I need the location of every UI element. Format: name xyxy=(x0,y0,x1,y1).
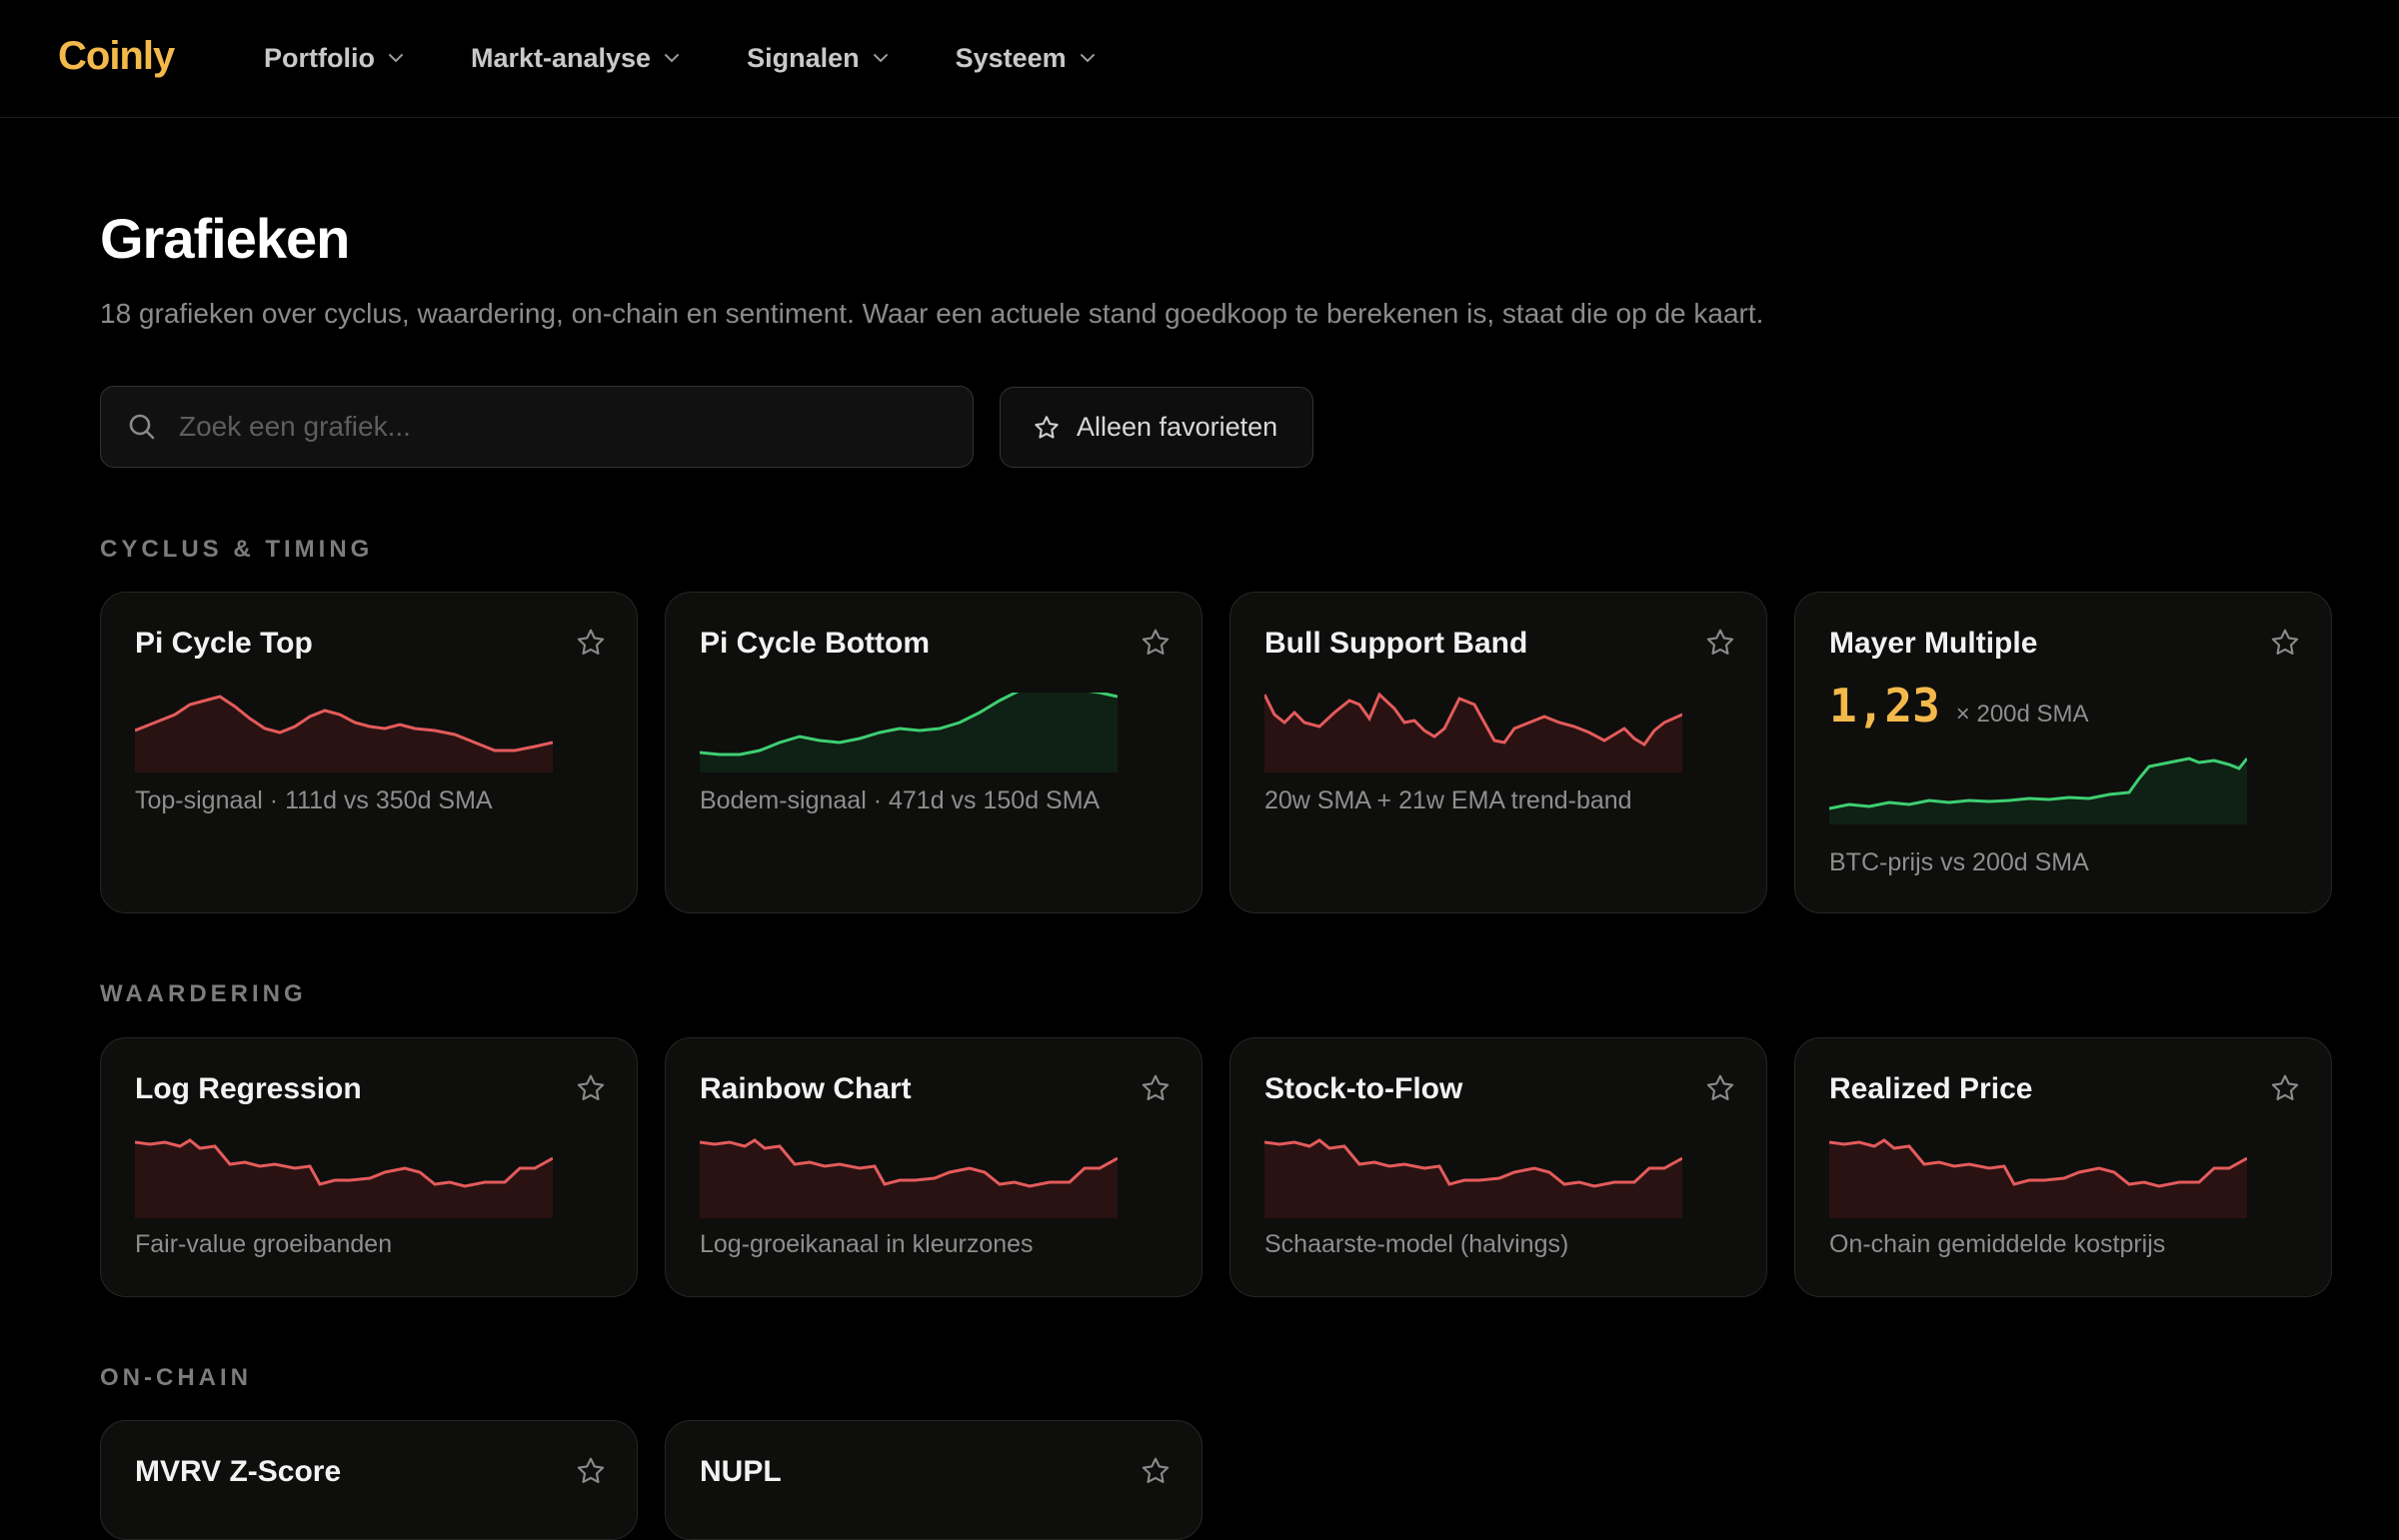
card-title: Rainbow Chart xyxy=(700,1072,912,1105)
sparkline-red xyxy=(1264,693,1682,772)
card-description: Schaarste-model (halvings) xyxy=(1264,1230,1569,1258)
search-box xyxy=(100,386,974,468)
chart-card-nupl[interactable]: NUPL xyxy=(665,1420,1202,1540)
favorite-star-icon[interactable] xyxy=(1704,1072,1736,1104)
section-label-waardering: WAARDERING xyxy=(100,980,307,1007)
section-label-cyclus: CYCLUS & TIMING xyxy=(100,536,374,563)
metric-value: 1,23 xyxy=(1829,679,1940,733)
metric-unit: × 200d SMA xyxy=(1955,701,2089,728)
sparkline-red xyxy=(700,1138,1118,1218)
favorite-star-icon[interactable] xyxy=(2269,627,2301,659)
top-navigation-bar: Coinly Portfolio Markt-analyse Signalen … xyxy=(0,0,2399,118)
chart-card-bull-support-band[interactable]: Bull Support Band 20w SMA + 21w EMA tren… xyxy=(1229,592,1767,913)
card-description: Fair-value groeibanden xyxy=(135,1230,393,1258)
card-title: Realized Price xyxy=(1829,1072,2033,1105)
nav-label: Markt-analyse xyxy=(470,42,652,73)
nav-label: Systeem xyxy=(955,42,1067,73)
favorites-only-label: Alleen favorieten xyxy=(1077,412,1278,442)
card-title: Pi Cycle Top xyxy=(135,627,313,660)
nav-label: Signalen xyxy=(747,42,860,73)
card-description: 20w SMA + 21w EMA trend-band xyxy=(1264,786,1632,814)
chart-card-realized-price[interactable]: Realized Price On-chain gemiddelde kostp… xyxy=(1794,1037,2332,1297)
favorite-star-icon[interactable] xyxy=(1140,1455,1172,1487)
card-title: Stock-to-Flow xyxy=(1264,1072,1463,1105)
section-label-on-chain: ON-CHAIN xyxy=(100,1364,252,1391)
page-subtitle: 18 grafieken over cyclus, waardering, on… xyxy=(100,298,1764,329)
chart-card-stock-to-flow[interactable]: Stock-to-Flow Schaarste-model (halvings) xyxy=(1229,1037,1767,1297)
current-metric: 1,23 × 200d SMA xyxy=(1829,679,2089,733)
favorite-star-icon[interactable] xyxy=(575,1455,607,1487)
nav-item-signalen[interactable]: Signalen xyxy=(747,43,890,74)
sparkline-green xyxy=(1829,757,2247,824)
chart-card-rainbow-chart[interactable]: Rainbow Chart Log-groeikanaal in kleurzo… xyxy=(665,1037,1202,1297)
nav-label: Portfolio xyxy=(264,42,375,73)
sparkline-green xyxy=(700,693,1118,772)
chevron-down-icon xyxy=(873,54,888,63)
favorite-star-icon[interactable] xyxy=(1704,627,1736,659)
card-description: Bodem-signaal · 471d vs 150d SMA xyxy=(700,786,1101,814)
nav-item-systeem[interactable]: Systeem xyxy=(956,43,1097,74)
chart-card-mayer-multiple[interactable]: Mayer Multiple 1,23 × 200d SMA BTC-prijs… xyxy=(1794,592,2332,913)
chevron-down-icon xyxy=(388,54,403,63)
nav-item-markt-analyse[interactable]: Markt-analyse xyxy=(471,43,681,74)
sparkline-red xyxy=(135,695,553,772)
sparkline-red xyxy=(135,1138,553,1218)
page-title: Grafieken xyxy=(100,207,350,270)
favorites-only-button[interactable]: Alleen favorieten xyxy=(1000,387,1313,468)
chevron-down-icon xyxy=(665,54,680,63)
sparkline-red xyxy=(1264,1138,1682,1218)
favorite-star-icon[interactable] xyxy=(575,1072,607,1104)
card-description: On-chain gemiddelde kostprijs xyxy=(1829,1230,2166,1258)
card-title: Mayer Multiple xyxy=(1829,627,2038,660)
card-title: MVRV Z-Score xyxy=(135,1455,342,1488)
favorite-star-icon[interactable] xyxy=(575,627,607,659)
favorite-star-icon[interactable] xyxy=(2269,1072,2301,1104)
card-title: Pi Cycle Bottom xyxy=(700,627,931,660)
search-icon xyxy=(129,414,155,440)
chevron-down-icon xyxy=(1080,54,1095,63)
search-input[interactable] xyxy=(177,410,941,444)
app-logo[interactable]: Coinly xyxy=(58,34,175,78)
card-title: Bull Support Band xyxy=(1264,627,1528,660)
chart-card-pi-cycle-top[interactable]: Pi Cycle Top Top-signaal · 111d vs 350d … xyxy=(100,592,638,913)
main-nav: Portfolio Markt-analyse Signalen Systeem xyxy=(264,0,1163,116)
chart-card-pi-cycle-bottom[interactable]: Pi Cycle Bottom Bodem-signaal · 471d vs … xyxy=(665,592,1202,913)
card-description: Top-signaal · 111d vs 350d SMA xyxy=(135,786,493,814)
chart-card-mvrv-z-score[interactable]: MVRV Z-Score xyxy=(100,1420,638,1540)
sparkline-red xyxy=(1829,1138,2247,1218)
card-title: NUPL xyxy=(700,1455,782,1488)
card-description: BTC-prijs vs 200d SMA xyxy=(1829,848,2089,876)
favorite-star-icon[interactable] xyxy=(1140,1072,1172,1104)
chart-card-log-regression[interactable]: Log Regression Fair-value groeibanden xyxy=(100,1037,638,1297)
card-description: Log-groeikanaal in kleurzones xyxy=(700,1230,1034,1258)
favorite-star-icon[interactable] xyxy=(1140,627,1172,659)
card-title: Log Regression xyxy=(135,1072,362,1105)
star-icon xyxy=(1035,415,1059,439)
nav-item-portfolio[interactable]: Portfolio xyxy=(264,43,405,74)
